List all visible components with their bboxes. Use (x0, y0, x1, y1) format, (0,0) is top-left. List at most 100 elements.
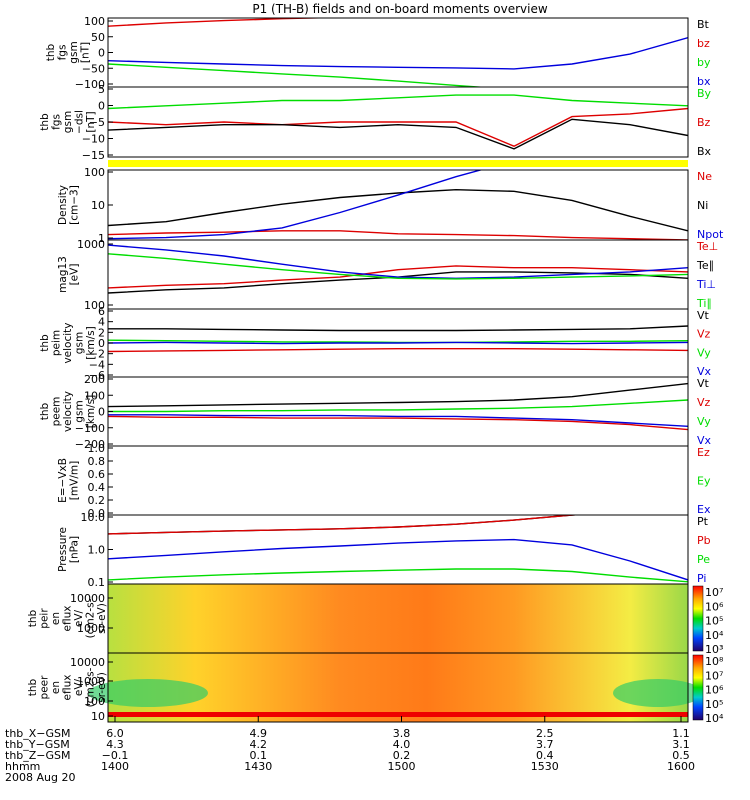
legend-label: bz (697, 37, 710, 50)
y-tick-label: 1000 (77, 622, 105, 635)
colorbar-tick-label: 10⁷ (705, 669, 723, 682)
series-line-fgs_dsl-2 (108, 118, 688, 150)
legend-label: Vt (697, 377, 710, 390)
y-axis-label: eflux (62, 606, 74, 632)
y-tick-label: 1000 (77, 675, 105, 688)
y-tick-label: 6 (98, 305, 105, 318)
series-line-density-0 (108, 230, 688, 240)
y-tick-label: −2 (89, 348, 105, 361)
x-row-value: 1400 (101, 760, 129, 773)
y-axis-label: thb (39, 113, 51, 131)
y-axis-label: [nT] (80, 42, 92, 63)
date-label: 2008 Aug 20 (5, 771, 75, 784)
x-row-value: −0.1 (102, 749, 129, 762)
panel-frame (107, 239, 689, 310)
heatmap-peir (108, 584, 688, 653)
colorbar-tick-label: 10⁵ (705, 698, 723, 711)
legend-label: Te∥ (696, 259, 714, 272)
y-tick-label: 5 (98, 83, 105, 96)
y-axis-label: (cm2-s- (85, 598, 97, 638)
colorbar-tick-label: 10⁴ (705, 712, 724, 725)
colorbar-tick-label: 10⁸ (705, 655, 724, 668)
y-axis-label: [km/s] (85, 395, 97, 429)
y-axis-label: [mV/m] (69, 461, 81, 500)
panel-frame (107, 169, 689, 241)
legend-label: Bx (697, 145, 712, 158)
y-tick-label: 0 (98, 100, 105, 113)
y-axis-label: en (50, 612, 62, 625)
series-line-pressure-2 (108, 568, 688, 583)
x-row-value: 0.2 (393, 749, 411, 762)
y-tick-label: 4 (98, 316, 105, 329)
y-tick-label: 0 (98, 406, 105, 419)
x-axis-annotation: thb_X−GSM 6.0 4.9 3.8 2.5 1.1 thb_Y−GSM 4.3 4.2 4… (5, 716, 695, 784)
y-tick-label: −100 (75, 422, 105, 435)
legend-label: Pe (697, 553, 710, 566)
legend-label: Vz (697, 328, 711, 341)
quality-flag-bar (108, 160, 688, 167)
panel-temperature: 1000 100 Te⊥ Te∥ Ti⊥ Ti∥ mag13 [eV] (57, 238, 718, 312)
series-line-velocity_peem-0 (108, 382, 688, 408)
heatmap-patch (613, 679, 703, 707)
y-tick-label: −5 (89, 116, 105, 129)
x-row-value: 3.1 (672, 738, 690, 751)
panel-frame (107, 445, 689, 516)
y-tick-label: 100 (84, 299, 105, 312)
y-tick-label: 100 (84, 695, 105, 708)
legend-label: Bz (697, 116, 711, 129)
y-tick-label: 100 (84, 389, 105, 402)
y-tick-label: 10 (91, 199, 105, 212)
y-axis-label: peim (51, 330, 63, 356)
x-row-value: 1.1 (672, 727, 690, 740)
y-axis-label: fgs (51, 114, 63, 130)
y-tick-label: 100 (84, 15, 105, 28)
y-axis-label: [nPa] (69, 536, 81, 563)
y-axis-label: mag13 (57, 256, 69, 293)
y-tick-label: 200 (84, 373, 105, 386)
x-row-label: hhmm (5, 760, 40, 773)
y-axis-label: thb (27, 609, 39, 627)
y-axis-label: Pressure (57, 527, 69, 572)
x-row-value: 1600 (667, 760, 695, 773)
y-axis-label: thb (45, 43, 57, 61)
series-line-velocity_peem-3 (108, 414, 688, 427)
y-tick-label: 1 (98, 232, 105, 245)
legend-label: Pi (697, 572, 706, 585)
legend-label: Ey (697, 475, 711, 488)
y-axis-label: [nT] (85, 111, 97, 132)
y-axis-label: eflux (62, 675, 74, 701)
y-axis-label: eV/ (73, 678, 85, 696)
y-tick-label: −200 (75, 438, 105, 451)
legend-label: Npot (697, 228, 724, 241)
y-axis-label: (cm2-s- (85, 667, 97, 707)
legend-label: Vy (697, 415, 711, 428)
colorbar-tick-label: 10⁶ (705, 684, 724, 697)
x-row-value: 1500 (388, 760, 416, 773)
series-line-temperature-0 (108, 265, 688, 289)
series-line-velocity_peim-3 (108, 341, 688, 345)
y-axis-label: gsm (74, 332, 86, 354)
x-row-value: 0.1 (250, 749, 268, 762)
panel-frame (107, 17, 689, 88)
legend-label: Ne (697, 170, 712, 183)
x-row-value: 1430 (244, 760, 272, 773)
heatmap-peer (108, 653, 688, 722)
panel-pressure: 10.0 1.0 0.1 Pt Pb Pe Pi Pressure [nPa] (57, 511, 711, 589)
series-line-fgs_dsl-1 (108, 107, 688, 147)
series-line-velocity_peim-1 (108, 348, 688, 353)
y-axis-label: gsm (68, 41, 80, 63)
colorbar (692, 654, 704, 721)
y-tick-label: 1.0 (88, 544, 106, 557)
series-line-fgs-1 (108, 18, 341, 27)
y-axis-label: velocity (62, 322, 74, 363)
y-axis-label: en (50, 681, 62, 694)
panel-velocity_peem: 200 100 0 −100 −200 Vt Vz Vy Vx thb peem velocity gs… (39, 373, 712, 451)
y-tick-label: 10000 (70, 656, 105, 669)
series-line-temperature-1 (108, 271, 688, 294)
heatmap-band (108, 712, 688, 717)
series-line-fgs_dsl-0 (108, 94, 688, 110)
y-axis-label: gsm (74, 400, 86, 422)
